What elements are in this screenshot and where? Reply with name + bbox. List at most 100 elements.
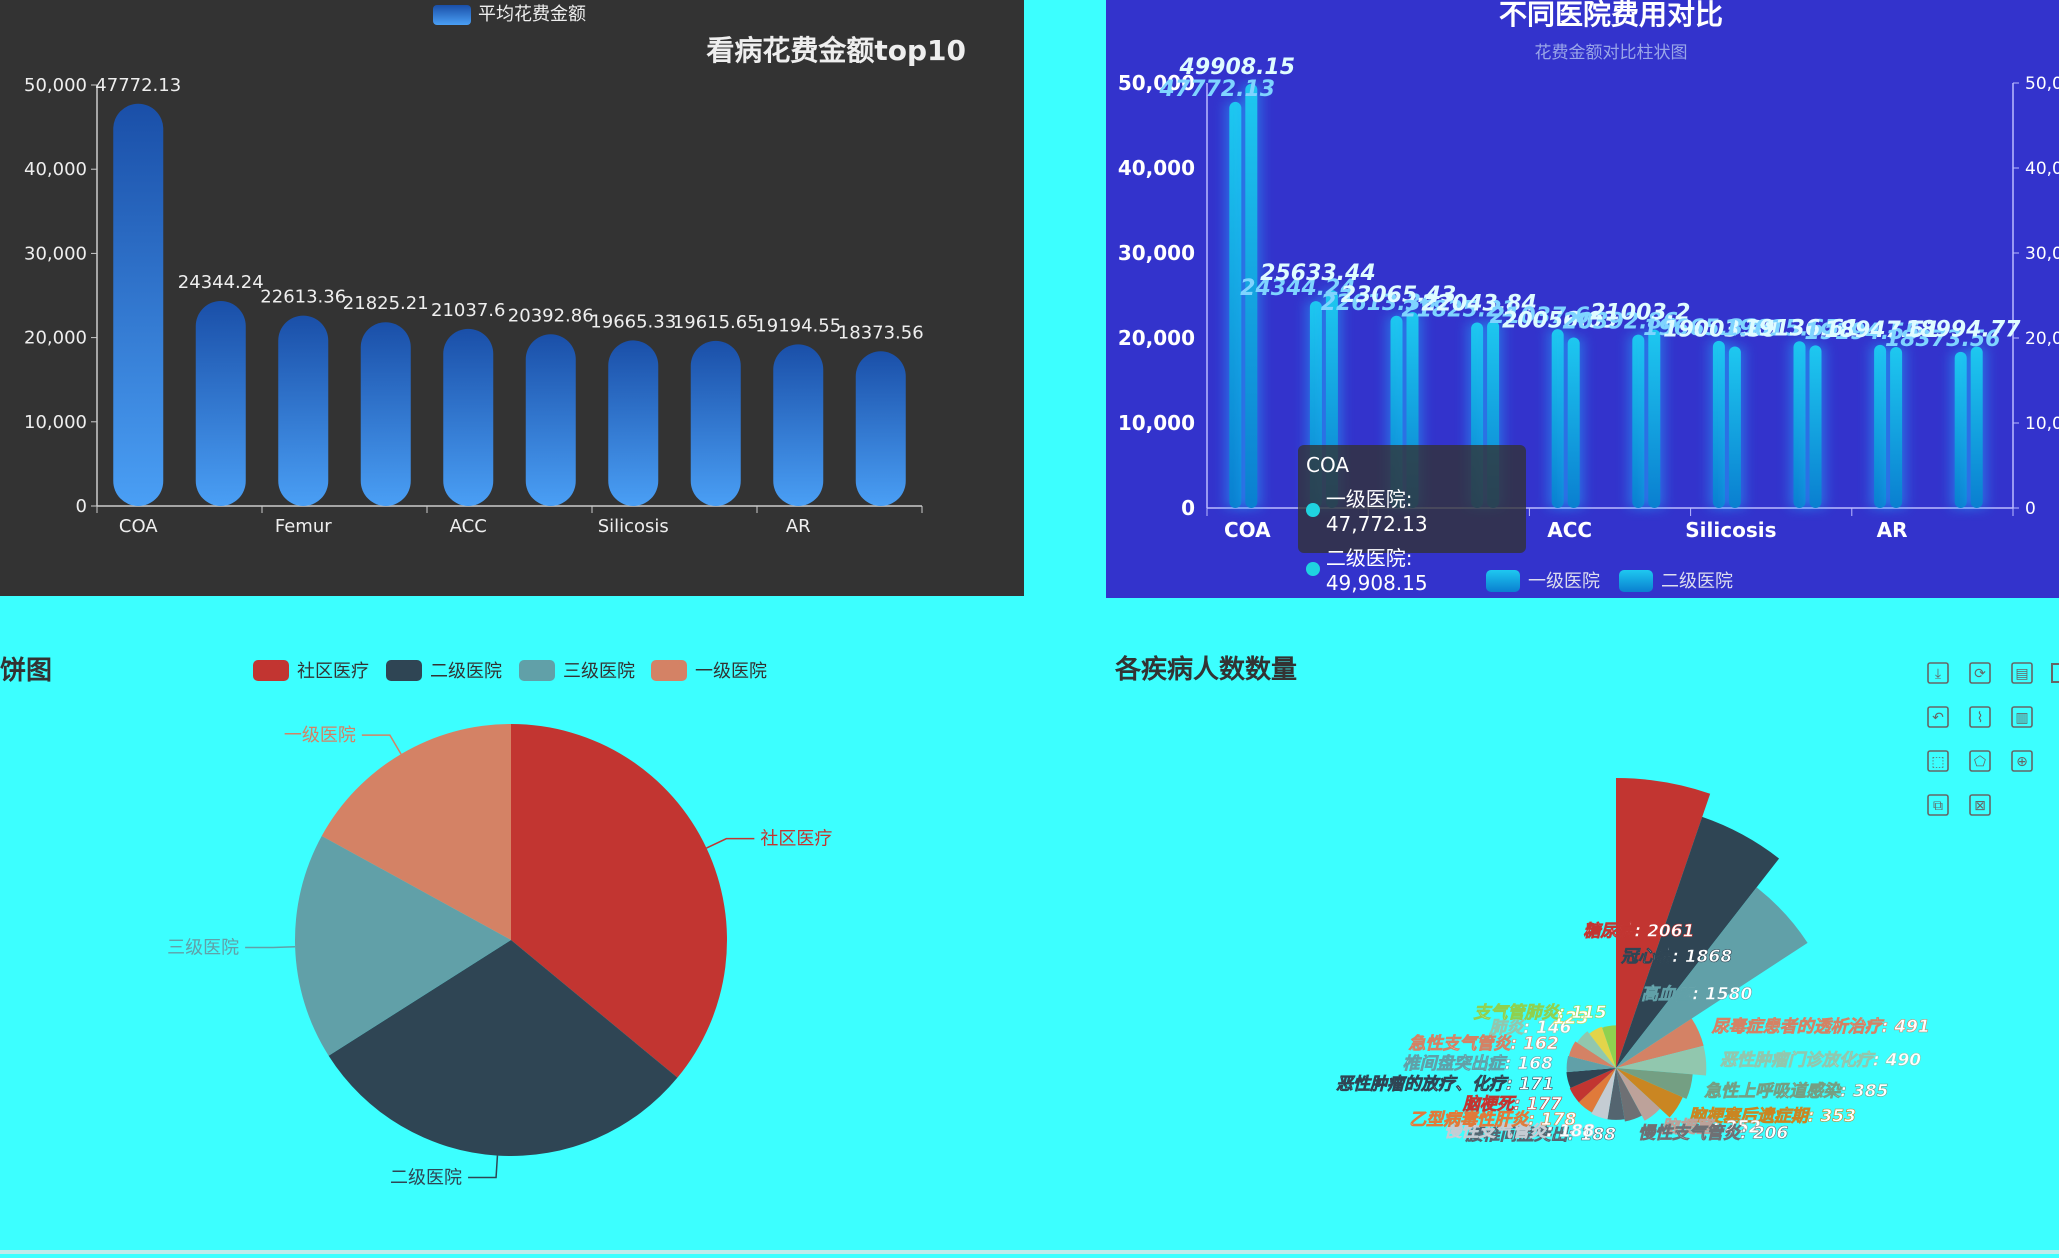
chart-title: 饼图 xyxy=(0,656,52,686)
keep-select-icon[interactable]: ⊕ xyxy=(2009,748,2035,774)
bar[interactable] xyxy=(773,344,824,506)
polygon-select-icon[interactable]: ⬠ xyxy=(1967,748,1993,774)
refresh-icon[interactable]: ⟳ xyxy=(1967,660,1993,686)
bar[interactable] xyxy=(1809,345,1822,508)
bar[interactable] xyxy=(195,301,246,506)
pie-slice[interactable] xyxy=(321,724,511,940)
bar[interactable] xyxy=(690,340,741,506)
pie-slice[interactable] xyxy=(511,724,728,1078)
y-tick-label-right: 50,0 xyxy=(2025,74,2059,94)
bar[interactable] xyxy=(1648,329,1661,508)
rose-slice[interactable] xyxy=(1591,1068,1616,1120)
divider xyxy=(0,1250,2059,1254)
rose-label: 乙型病毒性肝炎: 178 xyxy=(1409,1110,1576,1130)
data-label: 23065.43 xyxy=(1341,283,1457,308)
data-view-icon[interactable]: ▤ xyxy=(2009,660,2035,686)
rose-label: 支气管肺炎: 115 xyxy=(1473,1003,1606,1023)
rect-select-icon[interactable]: ⬚ xyxy=(1925,748,1951,774)
rose-slice[interactable] xyxy=(1607,1068,1625,1120)
bar[interactable] xyxy=(1632,334,1645,508)
bar[interactable] xyxy=(1728,346,1741,508)
legend-item[interactable]: 三级医院 xyxy=(519,660,635,682)
legend[interactable]: 一级医院 二级医院 xyxy=(1486,570,1733,592)
rose-slice[interactable] xyxy=(1616,887,1808,1068)
pie-slice[interactable] xyxy=(328,940,678,1156)
rose-slice[interactable] xyxy=(1616,1018,1704,1068)
zoom-icon[interactable]: ⊠ xyxy=(1967,792,1993,818)
rose-slice[interactable] xyxy=(1616,1068,1642,1122)
y-tick-label-right: 30,0 xyxy=(2025,244,2059,264)
bar[interactable] xyxy=(278,315,329,506)
legend[interactable]: 平均花费金额 xyxy=(433,4,586,25)
legend-label-1: 一级医院 xyxy=(1528,571,1600,592)
hospital-cost-compare-panel: 不同医院费用对比 花费金额对比柱状图 0 0 10,000 10,0 20,000 20,… xyxy=(1106,0,2059,598)
bar[interactable] xyxy=(855,351,906,506)
line-icon[interactable]: ⌇ xyxy=(1967,704,1993,730)
rose-slice[interactable] xyxy=(1616,1068,1661,1121)
rose-slice[interactable] xyxy=(1566,1055,1616,1073)
restore-icon[interactable]: ↶ xyxy=(1925,704,1951,730)
rose-slice[interactable] xyxy=(1569,1068,1616,1103)
rose-slice[interactable] xyxy=(1568,1041,1616,1068)
legend-label: 三级医院 xyxy=(563,661,635,682)
data-label: 21037.6 xyxy=(1490,304,1590,329)
download-icon[interactable]: ⤓ xyxy=(1925,660,1951,686)
bar[interactable] xyxy=(608,340,659,506)
hospital-pie-panel: 饼图 社区医疗 二级医院 三级医院 一级医院 社区医疗 二级医院 三级医院 一级医院 xyxy=(0,598,1060,1254)
bar[interactable] xyxy=(113,103,164,506)
bar[interactable] xyxy=(1712,340,1725,508)
rose-label: 急性上呼吸道感染: 385 xyxy=(1704,1081,1888,1101)
bar[interactable] xyxy=(1874,344,1887,508)
legend-item[interactable]: 一级医院 xyxy=(651,660,767,682)
label-line xyxy=(468,1155,499,1179)
rose-slice[interactable] xyxy=(1566,1068,1616,1088)
legend-swatch xyxy=(651,660,687,681)
rose-slice[interactable] xyxy=(1616,1045,1707,1076)
legend-item[interactable]: 二级医院 xyxy=(386,660,502,682)
chart-subtitle: 花费金额对比柱状图 xyxy=(1535,43,1688,63)
rose-label: 肺炎: 146 xyxy=(1488,1018,1571,1038)
bar[interactable] xyxy=(1567,337,1580,508)
rose-label: 恶性肿瘤的放疗、化疗: 171 xyxy=(1336,1075,1554,1095)
y-tick-label: 30,000 xyxy=(24,243,87,264)
rose-slice[interactable] xyxy=(1578,1068,1616,1113)
rose-slice[interactable] xyxy=(1616,1068,1683,1118)
x-tick-label: ACC xyxy=(1547,518,1592,542)
bar[interactable] xyxy=(443,328,494,506)
x-tick-label: Silicosis xyxy=(598,516,669,537)
bar[interactable] xyxy=(1551,329,1564,508)
bar[interactable] xyxy=(360,322,411,506)
rose-label: 糖尿病: 2061 xyxy=(1583,922,1694,942)
bar[interactable] xyxy=(1970,346,1983,508)
rose-slice[interactable] xyxy=(1602,1025,1616,1068)
rose-slice[interactable] xyxy=(1616,816,1780,1068)
data-label: 21003.2 xyxy=(1590,300,1690,325)
legend-item[interactable]: 社区医疗 xyxy=(253,660,369,682)
rose-slice[interactable] xyxy=(1589,1026,1616,1068)
bar[interactable] xyxy=(1245,83,1258,508)
bar[interactable] xyxy=(1793,341,1806,508)
rose-slice[interactable] xyxy=(1616,778,1711,1068)
y-tick-label: 0 xyxy=(1181,496,1195,520)
bar-icon[interactable]: ▥ xyxy=(2009,704,2035,730)
data-label: 24344.24 xyxy=(178,272,264,293)
data-label: 47772.13 xyxy=(95,75,181,96)
rose-slice[interactable] xyxy=(1577,1031,1616,1068)
bar[interactable] xyxy=(1890,346,1903,508)
legend-label: 社区医疗 xyxy=(297,661,369,682)
bar[interactable] xyxy=(525,334,576,506)
more-icon[interactable] xyxy=(2050,660,2059,686)
bar[interactable] xyxy=(1229,101,1242,509)
rose-slice[interactable] xyxy=(1616,1068,1693,1099)
data-label: 18373.56 xyxy=(838,322,924,343)
clear-select-icon[interactable]: ⧉ xyxy=(1925,792,1951,818)
x-tick-label: Femur xyxy=(275,516,332,537)
pie-slice[interactable] xyxy=(295,835,511,1056)
label-line xyxy=(361,734,402,755)
bar[interactable] xyxy=(1954,351,1967,508)
y-tick-label-right: 0 xyxy=(2025,499,2036,519)
data-label: 19136.61 xyxy=(1744,316,1860,341)
x-tick-label: AR xyxy=(786,516,811,537)
rose-label: 冠心病: 1868 xyxy=(1620,947,1732,967)
tooltip-title: COA xyxy=(1306,453,1350,477)
